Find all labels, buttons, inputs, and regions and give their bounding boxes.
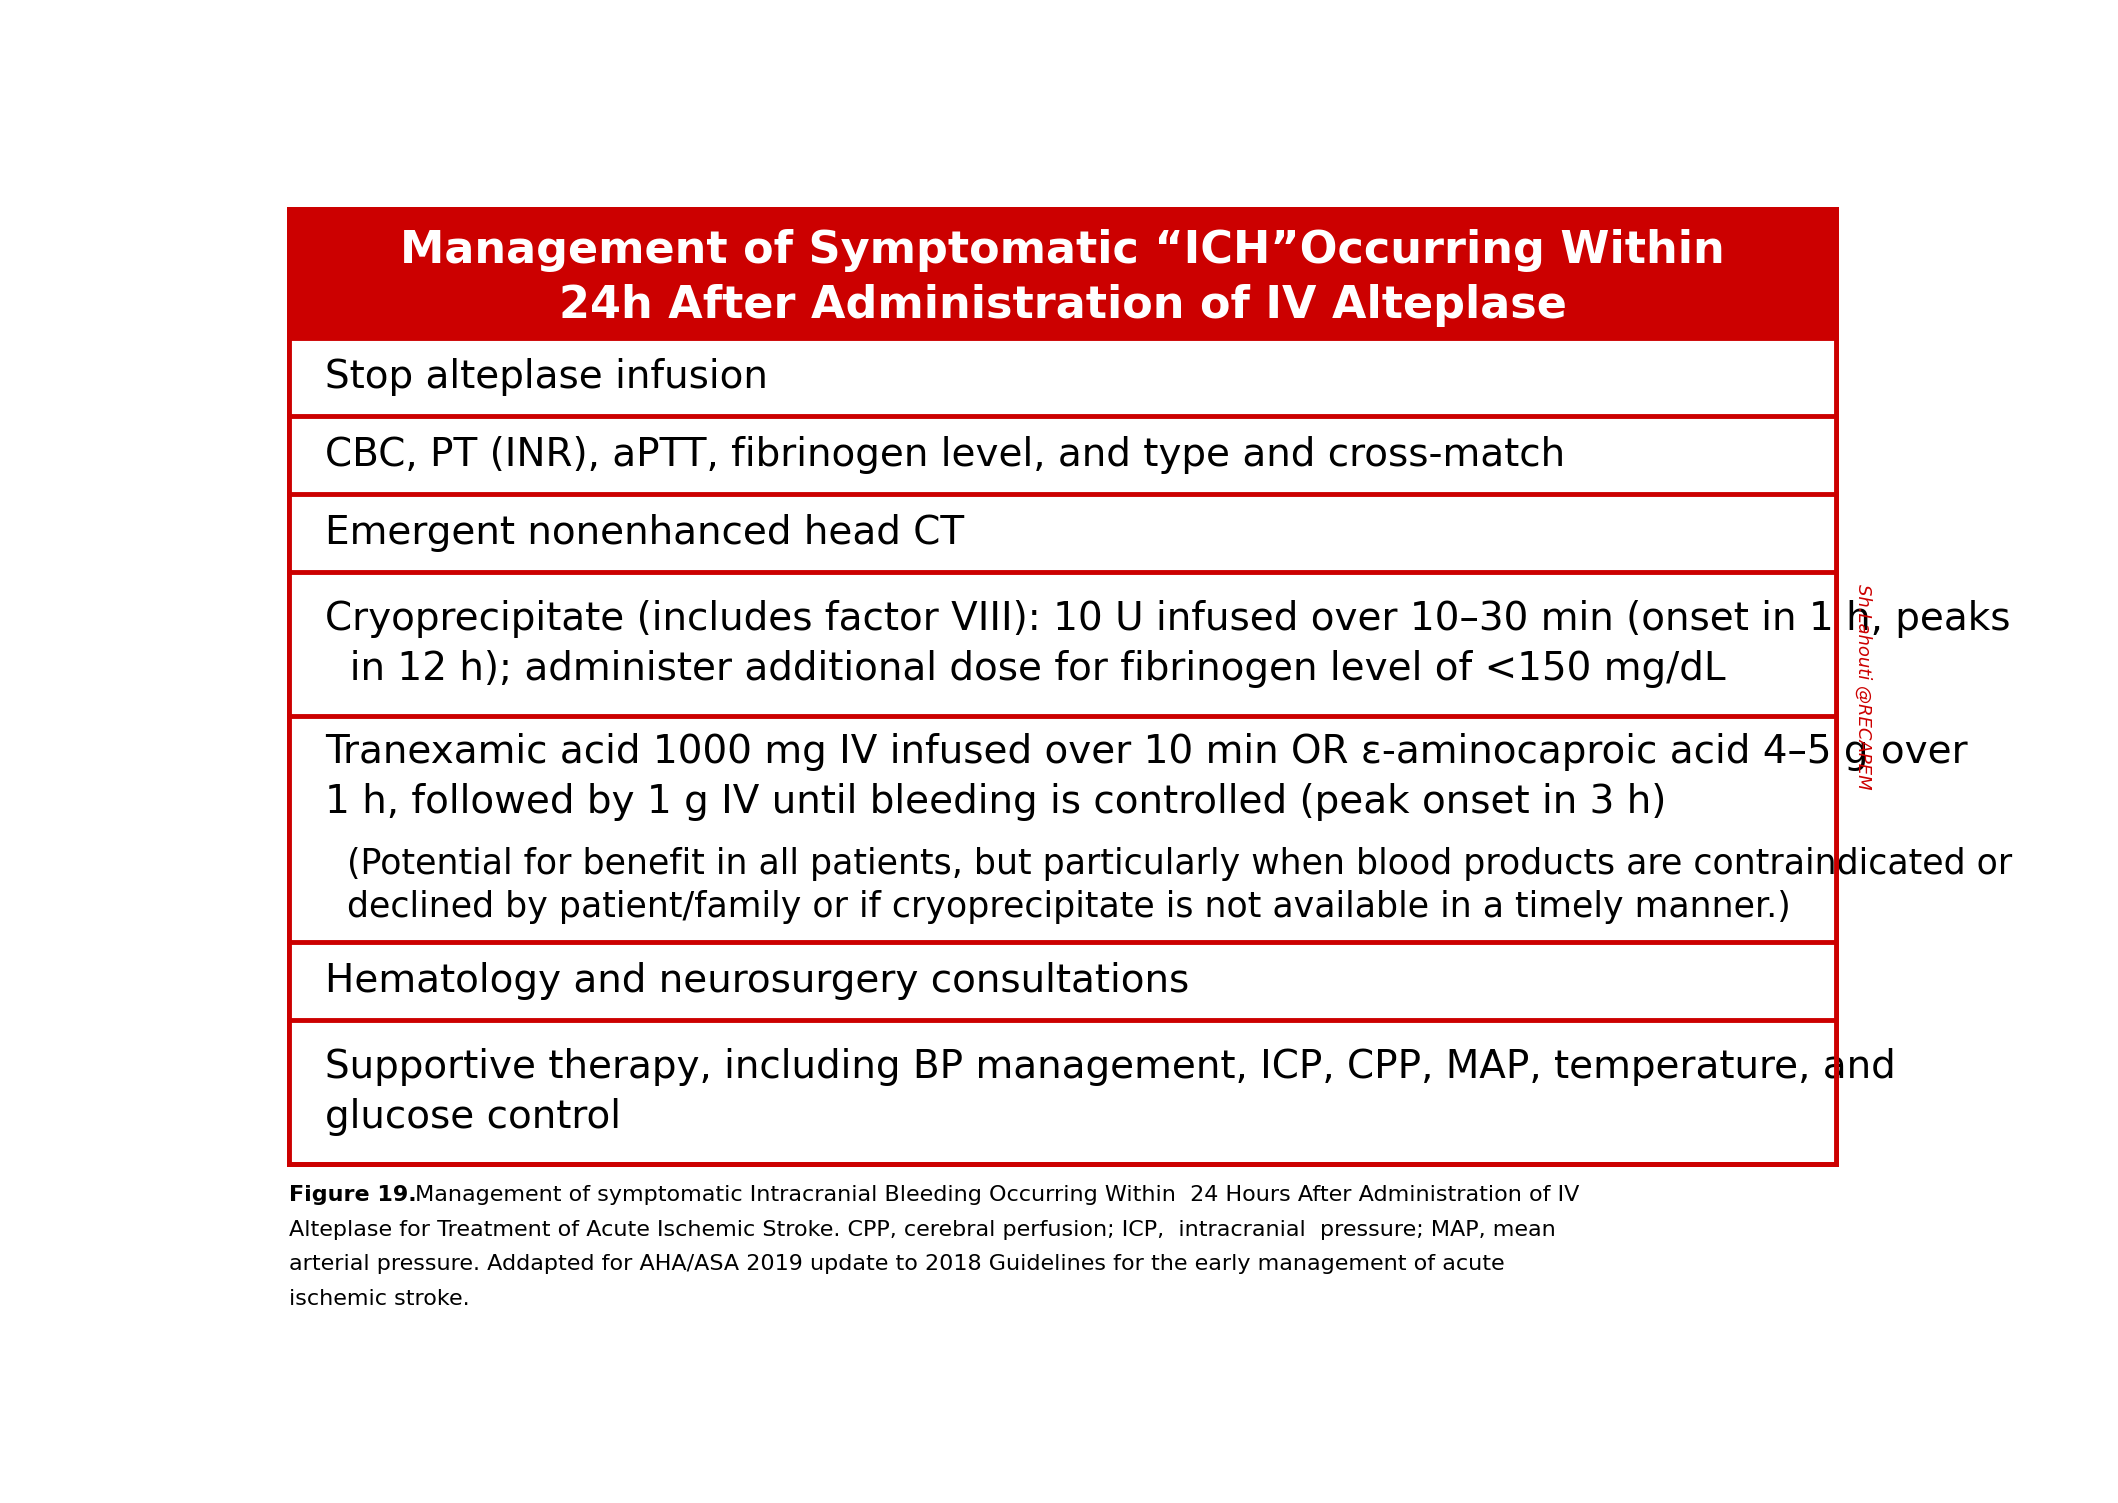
Bar bbox=[290, 573, 1836, 715]
Bar bbox=[290, 715, 1836, 942]
Text: Stop alteplase infusion: Stop alteplase infusion bbox=[326, 358, 769, 397]
Text: Management of symptomatic Intracranial Bleeding Occurring Within  24 Hours After: Management of symptomatic Intracranial B… bbox=[407, 1184, 1578, 1205]
Text: Hematology and neurosurgery consultations: Hematology and neurosurgery consultation… bbox=[326, 962, 1190, 999]
Text: CBC, PT (INR), aPTT, fibrinogen level, and type and cross-match: CBC, PT (INR), aPTT, fibrinogen level, a… bbox=[326, 436, 1565, 473]
Bar bbox=[290, 1021, 1836, 1163]
Text: Management of Symptomatic “ICH”Occurring Within: Management of Symptomatic “ICH”Occurring… bbox=[400, 228, 1724, 272]
Text: Cryoprecipitate (includes factor VIII): 10 U infused over 10–30 min (onset in 1 : Cryoprecipitate (includes factor VIII): … bbox=[326, 600, 2010, 688]
Text: Supportive therapy, including BP management, ICP, CPP, MAP, temperature, and
glu: Supportive therapy, including BP managem… bbox=[326, 1048, 1896, 1136]
Bar bbox=[290, 209, 1836, 338]
Bar bbox=[290, 494, 1836, 573]
Bar bbox=[290, 338, 1836, 416]
Text: Figure 19.: Figure 19. bbox=[290, 1184, 417, 1205]
Text: arterial pressure. Addapted for AHA/ASA 2019 update to 2018 Guidelines for the e: arterial pressure. Addapted for AHA/ASA … bbox=[290, 1255, 1506, 1275]
Text: Sh.Lahouti @RECAPEM: Sh.Lahouti @RECAPEM bbox=[1855, 583, 1872, 789]
Text: (Potential for benefit in all patients, but particularly when blood products are: (Potential for benefit in all patients, … bbox=[326, 846, 2012, 924]
Text: Emergent nonenhanced head CT: Emergent nonenhanced head CT bbox=[326, 514, 964, 552]
Bar bbox=[290, 416, 1836, 494]
Bar bbox=[290, 942, 1836, 1021]
Text: Tranexamic acid 1000 mg IV infused over 10 min OR ε-aminocaproic acid 4–5 g over: Tranexamic acid 1000 mg IV infused over … bbox=[326, 733, 1968, 821]
Text: 24h After Administration of IV Alteplase: 24h After Administration of IV Alteplase bbox=[559, 284, 1567, 328]
Text: Alteplase for Treatment of Acute Ischemic Stroke. CPP, cerebral perfusion; ICP, : Alteplase for Treatment of Acute Ischemi… bbox=[290, 1219, 1557, 1240]
Text: ischemic stroke.: ischemic stroke. bbox=[290, 1290, 470, 1309]
Bar bbox=[290, 209, 1836, 1163]
